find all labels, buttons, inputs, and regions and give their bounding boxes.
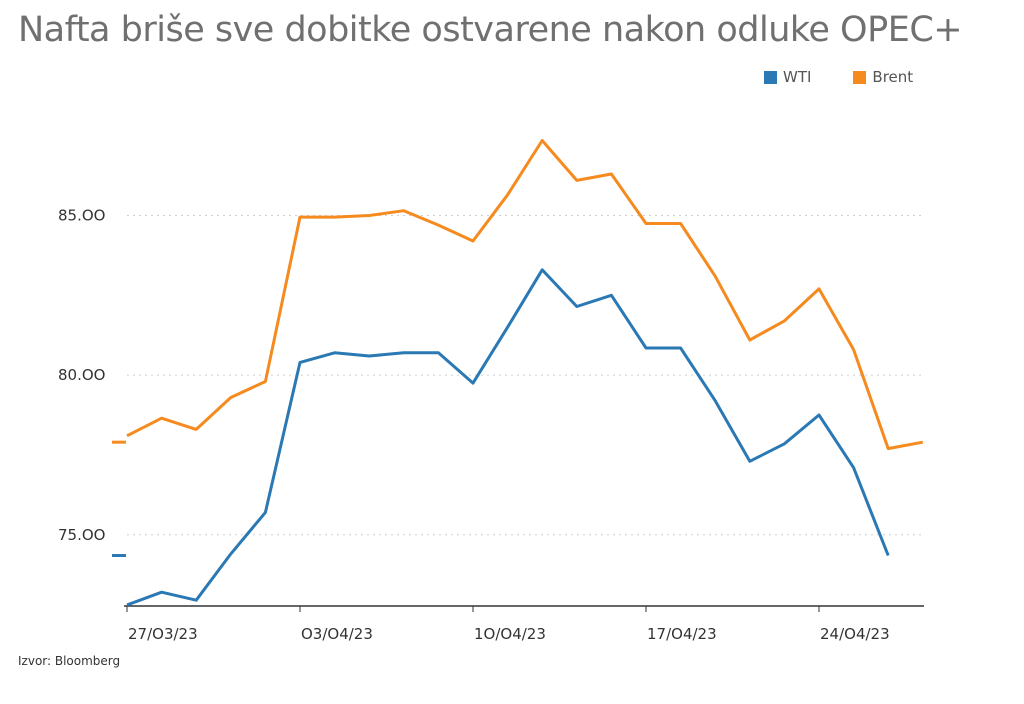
legend-swatch-wti — [764, 70, 777, 84]
legend-label-wti: WTI — [783, 68, 812, 86]
legend-item-wti: WTI — [764, 68, 811, 86]
x-tick-label: 24/O4/23 — [820, 625, 890, 643]
x-tick-label: 27/O3/23 — [128, 625, 198, 643]
series-line-brent — [126, 139, 924, 451]
y-tick-label: 75.OO — [58, 526, 105, 544]
legend-label-brent: Brent — [872, 68, 914, 86]
x-tick-label: 1O/O4/23 — [474, 625, 546, 643]
source-note: Izvor: Bloomberg — [18, 654, 121, 668]
y-tick-label: 85.OO — [58, 207, 105, 225]
legend: WTI Brent — [764, 68, 913, 86]
y-tick-label: 80.OO — [58, 366, 105, 384]
x-tick-label: O3/O4/23 — [301, 625, 373, 643]
x-tick-label: 17/O4/23 — [647, 625, 717, 643]
chart-title: Nafta briše sve dobitke ostvarene nakon … — [18, 10, 963, 50]
legend-item-brent: Brent — [853, 68, 913, 86]
legend-swatch-brent — [853, 70, 867, 84]
series-line-wti — [126, 268, 890, 607]
